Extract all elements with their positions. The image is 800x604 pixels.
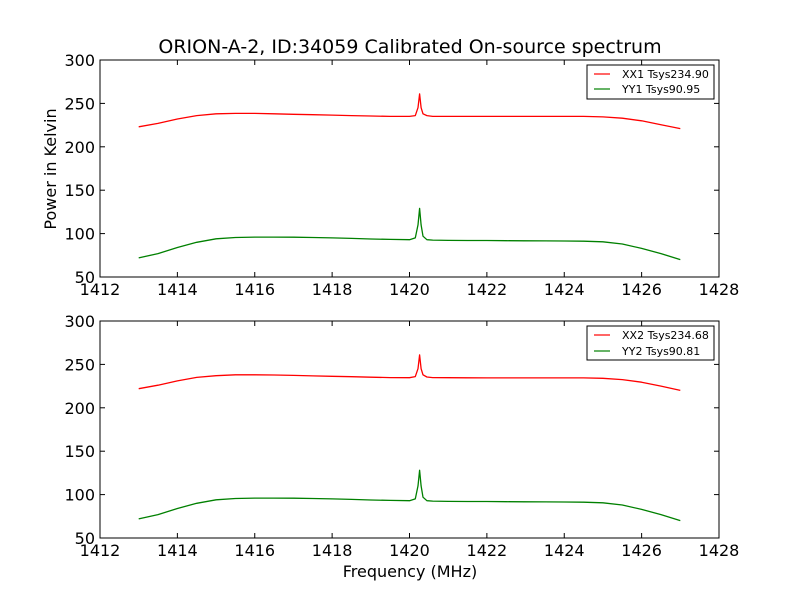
bottom-series-layer [138, 354, 681, 522]
bottom-x-tick-label: 1416 [234, 541, 275, 560]
top-legend: XX1 Tsys234.90 YY1 Tsys90.95 [586, 64, 715, 100]
top-y-tick-label: 150 [64, 181, 95, 200]
top-x-tick-label: 1422 [467, 280, 508, 299]
top-y-tick-label: 50 [75, 268, 95, 287]
top-series-xx-line [138, 93, 681, 130]
top-y-tick-label: 200 [64, 138, 95, 157]
top-series-yy-line [138, 207, 681, 261]
bottom-x-tick-label: 1418 [312, 541, 353, 560]
top-x-tick-label: 1414 [157, 280, 198, 299]
bottom-series-xx-line [138, 354, 681, 392]
bottom-y-tick-label: 200 [64, 399, 95, 418]
top-x-tick-label: 1416 [234, 280, 275, 299]
bottom-x-tick-label: 1428 [699, 541, 740, 560]
bottom-ticks-layer: 1412 1414 1416 1418 1420 1422 1424 1426 1428 50 10… [64, 312, 739, 560]
top-legend-xx-label: XX1 Tsys234.90 [622, 68, 709, 81]
bottom-x-tick-label: 1422 [467, 541, 508, 560]
top-x-tick-label: 1426 [621, 280, 662, 299]
top-x-tick-label: 1424 [544, 280, 585, 299]
bottom-x-tick-label: 1424 [544, 541, 585, 560]
bottom-y-tick-label: 50 [75, 529, 95, 548]
bottom-x-tick-label: 1426 [621, 541, 662, 560]
top-y-tick-label: 100 [64, 225, 95, 244]
bottom-x-tick-label: 1420 [389, 541, 430, 560]
bottom-x-tick-label: 1412 [80, 541, 121, 560]
figure-title: ORION-A-2, ID:34059 Calibrated On-source… [158, 36, 661, 58]
top-x-tick-label: 1418 [312, 280, 353, 299]
x-axis-label: Frequency (MHz) [343, 562, 477, 581]
bottom-y-tick-label: 100 [64, 486, 95, 505]
top-panel: 1412 1414 1416 1418 1420 1422 1424 1426 1428 50 10… [64, 51, 739, 299]
top-legend-box [586, 64, 715, 100]
bottom-y-tick-label: 250 [64, 355, 95, 374]
top-x-tick-label: 1420 [389, 280, 430, 299]
y-axis-label: Power in Kelvin [41, 108, 60, 229]
bottom-y-tick-label: 300 [64, 312, 95, 331]
top-y-tick-label: 250 [64, 94, 95, 113]
bottom-panel: 1412 1414 1416 1418 1420 1422 1424 1426 1428 50 10… [64, 312, 739, 560]
top-x-tick-label: 1428 [699, 280, 740, 299]
top-y-tick-label: 300 [64, 51, 95, 70]
top-ticks-layer: 1412 1414 1416 1418 1420 1422 1424 1426 1428 50 10… [64, 51, 739, 299]
bottom-legend-box [586, 325, 715, 361]
bottom-legend-xx-label: XX2 Tsys234.68 [622, 329, 709, 342]
bottom-legend: XX2 Tsys234.68 YY2 Tsys90.81 [586, 325, 715, 361]
bottom-series-yy-line [138, 469, 681, 522]
bottom-y-tick-label: 150 [64, 442, 95, 461]
top-series-layer [138, 93, 681, 261]
bottom-x-tick-label: 1414 [157, 541, 198, 560]
top-legend-yy-label: YY1 Tsys90.95 [621, 83, 700, 96]
top-x-tick-label: 1412 [80, 280, 121, 299]
bottom-legend-yy-label: YY2 Tsys90.81 [621, 345, 700, 358]
